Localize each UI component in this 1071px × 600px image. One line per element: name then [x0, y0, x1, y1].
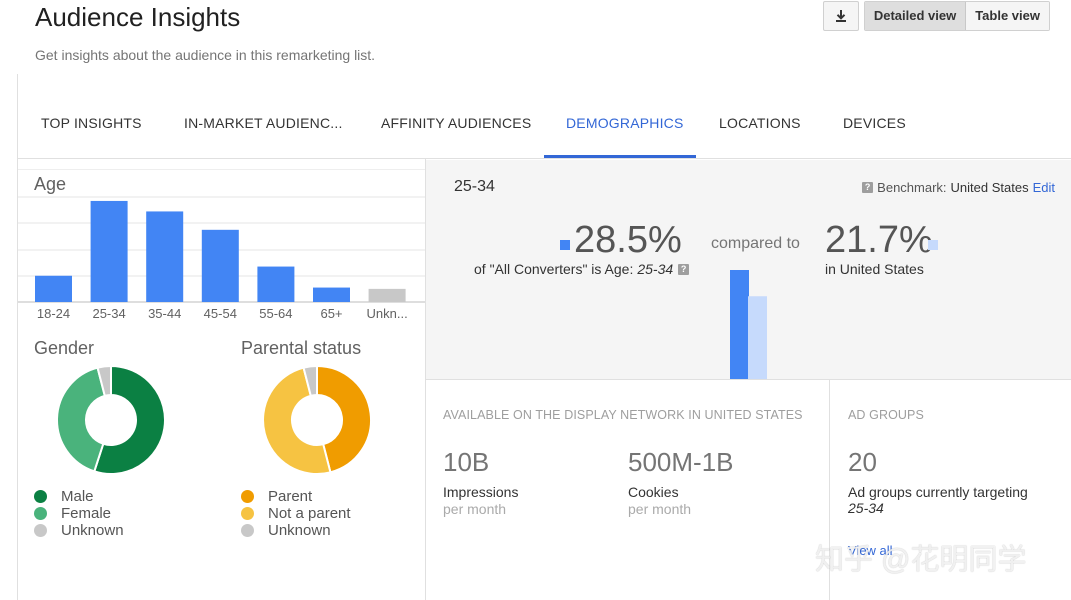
help-icon[interactable]: ?: [862, 182, 874, 193]
legend-label: Male: [61, 488, 94, 505]
impressions-label: Impressions: [443, 484, 519, 500]
age-tick-label: 45-54: [204, 306, 237, 321]
age-tick-label: 35-44: [148, 306, 181, 321]
tab-affinity-audiences[interactable]: AFFINITY AUDIENCES: [381, 115, 532, 131]
benchmark-label: Benchmark:: [877, 180, 947, 195]
left-caption: of "All Converters" is Age: 25-34 ?: [474, 261, 690, 277]
gender-slice-female[interactable]: [57, 366, 106, 473]
tab-bar: TOP INSIGHTS IN-MARKET AUDIENC... AFFINI…: [18, 98, 1071, 158]
compared-to-label: compared to: [711, 235, 800, 252]
cookies-value: 500M-1B: [628, 447, 734, 477]
right-percentage: 21.7%: [825, 219, 933, 261]
age-bar-18-24[interactable]: [35, 275, 72, 302]
benchmark-edit-link[interactable]: Edit: [1032, 180, 1055, 195]
column-divider: [425, 159, 426, 600]
left-caption-age: 25-34: [637, 261, 674, 277]
display-network-title: AVAILABLE ON THE DISPLAY NETWORK IN UNIT…: [443, 408, 803, 422]
ad-groups-age: 25-34: [848, 500, 884, 516]
age-bar-65+[interactable]: [313, 287, 350, 302]
comparison-bars: [730, 270, 767, 380]
panel-bottom-rule: [426, 379, 1071, 380]
legend-label: Female: [61, 505, 112, 522]
cookies-sub: per month: [628, 501, 692, 517]
legend-label: Unknown: [61, 522, 124, 539]
legend-dot: [34, 524, 47, 537]
gender-donut-chart: [57, 366, 165, 474]
age-tick-label: 65+: [320, 306, 342, 321]
detailed-view-button[interactable]: Detailed view: [864, 2, 967, 30]
page-title: Audience Insights: [35, 2, 241, 32]
legend-not-a-parent: Not a parent: [241, 505, 351, 522]
age-bar-Unkn...[interactable]: [368, 288, 406, 302]
ad-groups-title: AD GROUPS: [848, 408, 924, 422]
left-percentage: 28.5%: [574, 219, 682, 261]
metrics-divider: [829, 380, 830, 600]
tab-in-market-audiences[interactable]: IN-MARKET AUDIENC...: [184, 115, 343, 131]
tab-devices[interactable]: DEVICES: [843, 115, 906, 131]
impressions-value: 10B: [443, 447, 490, 477]
legend-parental-unknown: Unknown: [241, 522, 331, 539]
age-bar-45-54[interactable]: [201, 229, 239, 302]
age-title: Age: [34, 174, 67, 194]
legend-dot: [241, 490, 254, 503]
right-caption: in United States: [825, 261, 924, 277]
age-top-rule: [18, 169, 425, 170]
download-icon: [835, 10, 846, 22]
age-tick-label: Unkn...: [367, 306, 408, 321]
legend-male: Male: [34, 488, 94, 505]
legend-gender-unknown: Unknown: [34, 522, 124, 539]
legend-label: Not a parent: [268, 505, 351, 522]
tab-top-insights[interactable]: TOP INSIGHTS: [41, 115, 142, 131]
comparison-heading: 25-34: [454, 178, 495, 195]
page-subtitle: Get insights about the audience in this …: [35, 47, 376, 63]
view-toggle: Detailed view Table view: [863, 1, 1050, 31]
right-value-swatch: [928, 240, 938, 250]
legend-label: Parent: [268, 488, 313, 505]
gender-slice-unknown[interactable]: [96, 366, 112, 398]
parental-status-title: Parental status: [241, 338, 362, 358]
view-all-link[interactable]: View all: [848, 543, 893, 558]
age-tick-label: 55-64: [259, 306, 292, 321]
age-bar-25-34[interactable]: [90, 200, 128, 302]
parental-donut-chart: [263, 366, 371, 474]
legend-dot: [241, 507, 254, 520]
table-view-button[interactable]: Table view: [966, 2, 1049, 30]
age-tick-label: 25-34: [92, 306, 125, 321]
legend-dot: [34, 490, 47, 503]
age-chart: 18-24 25-34 35-44 45-54 55-64 65+ Unkn...: [18, 196, 425, 321]
gender-title: Gender: [34, 338, 95, 358]
tab-locations[interactable]: LOCATIONS: [719, 115, 801, 131]
comparison-bar-converters: [730, 270, 749, 380]
tabs-divider: [18, 158, 1071, 159]
help-icon[interactable]: ?: [678, 263, 690, 275]
ad-groups-value: 20: [848, 447, 877, 477]
legend-dot: [241, 524, 254, 537]
age-tick-label: 18-24: [37, 306, 70, 321]
legend-female: Female: [34, 505, 111, 522]
left-border: [17, 74, 18, 600]
age-bar-35-44[interactable]: [146, 211, 184, 302]
left-value-swatch: [560, 240, 570, 250]
age-bar-55-64[interactable]: [257, 266, 295, 302]
parental-slice-unknown[interactable]: [302, 366, 318, 398]
left-caption-text: of "All Converters" is Age:: [474, 261, 634, 277]
legend-label: Unknown: [268, 522, 331, 539]
parental-slice-parent[interactable]: [316, 366, 371, 474]
comparison-bar-united-states: [748, 296, 767, 380]
benchmark-value: United States: [950, 180, 1029, 195]
active-tab-indicator: [544, 155, 696, 158]
tab-demographics[interactable]: DEMOGRAPHICS: [566, 115, 684, 131]
parental-slice-not-a-parent[interactable]: [263, 366, 332, 474]
ad-groups-label: Ad groups currently targeting: [848, 484, 1028, 500]
impressions-sub: per month: [443, 501, 507, 517]
legend-dot: [34, 507, 47, 520]
cookies-label: Cookies: [628, 484, 679, 500]
legend-parent: Parent: [241, 488, 312, 505]
benchmark: ? Benchmark: United States Edit: [862, 180, 1055, 195]
watermark: 知乎 @花明同学: [815, 544, 1027, 576]
view-toolbar: Detailed view Table view: [822, 1, 1050, 31]
download-button[interactable]: [822, 1, 859, 31]
